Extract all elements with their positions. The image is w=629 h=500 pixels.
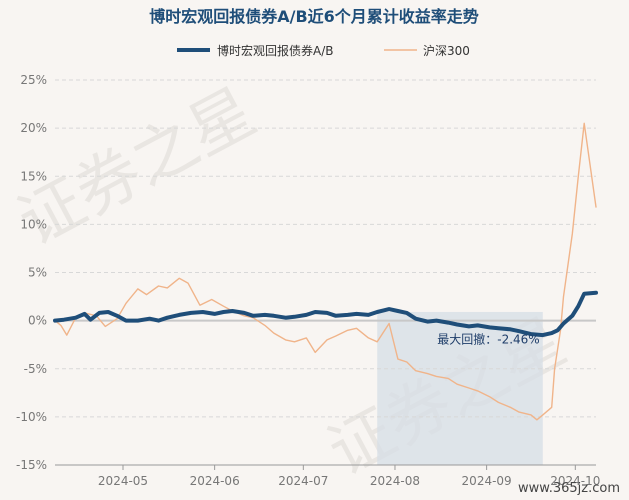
x-tick-label: 2024-10 xyxy=(550,474,600,488)
legend-label-fund: 博时宏观回报债券A/B xyxy=(217,43,334,58)
y-tick-label: 20% xyxy=(20,121,47,135)
y-axis: 25% 20% 15% 10% 5% 0% -5% -10% -15% xyxy=(16,73,47,472)
x-tick-label: 2024-08 xyxy=(370,474,420,488)
x-tick-label: 2024-06 xyxy=(190,474,240,488)
chart-title: 博时宏观回报债券A/B近6个月累计收益率走势 xyxy=(149,7,479,26)
max-drawdown-label: 最大回撤：-2.46% xyxy=(437,332,539,347)
y-tick-label: -15% xyxy=(16,458,47,472)
drawdown-region xyxy=(377,311,543,465)
series-line-fund xyxy=(53,290,598,338)
legend: 博时宏观回报债券A/B 沪深300 xyxy=(177,43,470,58)
site-url: www.365jz.com xyxy=(518,481,620,496)
y-tick-label: 15% xyxy=(20,169,47,183)
y-tick-label: 10% xyxy=(20,217,47,231)
y-tick-label: 0% xyxy=(28,314,47,328)
watermark-text-1: 证券之星 xyxy=(7,75,268,261)
y-tick-label: -10% xyxy=(16,410,47,424)
x-tick-label: 2024-07 xyxy=(278,474,328,488)
y-tick-label: 25% xyxy=(20,73,47,87)
x-tick-label: 2024-05 xyxy=(98,474,148,488)
y-tick-label: -5% xyxy=(24,362,47,376)
x-axis: 2024-05 2024-06 2024-07 2024-08 2024-09 2024-… xyxy=(55,464,600,488)
series-lines xyxy=(53,122,598,421)
series-line-index xyxy=(54,122,597,421)
legend-label-index: 沪深300 xyxy=(423,44,470,58)
drawdown-shade xyxy=(377,311,543,465)
y-tick-label: 5% xyxy=(28,266,47,280)
x-tick-label: 2024-09 xyxy=(462,474,512,488)
